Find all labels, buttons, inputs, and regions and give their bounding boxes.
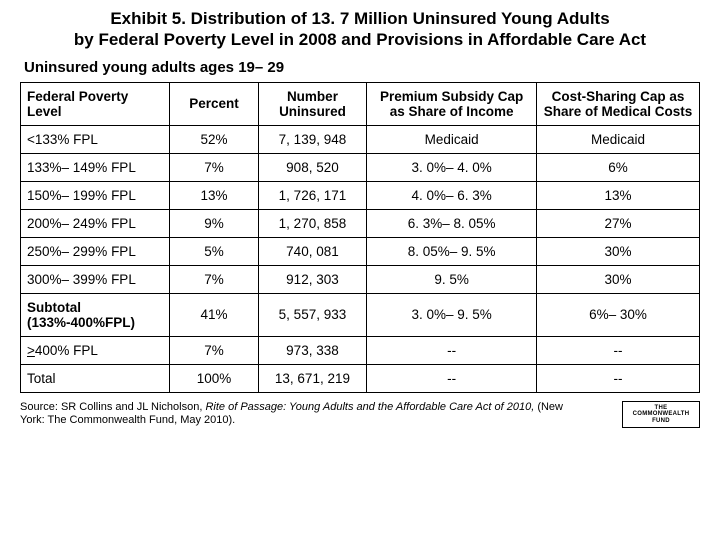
source-italic: Rite of Passage: Young Adults and the Af… (205, 401, 534, 413)
table-cell: 5, 557, 933 (258, 293, 367, 336)
table-cell: 300%– 399% FPL (21, 265, 170, 293)
table-cell: -- (537, 336, 700, 364)
table-cell: 52% (170, 125, 258, 153)
table-row: 300%– 399% FPL7%912, 3039. 5%30% (21, 265, 700, 293)
table-cell: 9% (170, 209, 258, 237)
table-row: 150%– 199% FPL13%1, 726, 1714. 0%– 6. 3%… (21, 181, 700, 209)
exhibit-title: Exhibit 5. Distribution of 13. 7 Million… (20, 8, 700, 51)
col-header-percent: Percent (170, 82, 258, 125)
table-cell: -- (537, 364, 700, 392)
table-cell: 740, 081 (258, 237, 367, 265)
fpl-table: Federal Poverty Level Percent Number Uni… (20, 82, 700, 393)
table-cell: 1, 270, 858 (258, 209, 367, 237)
table-cell: 250%– 299% FPL (21, 237, 170, 265)
table-cell: 30% (537, 237, 700, 265)
table-cell: 908, 520 (258, 153, 367, 181)
table-cell: -- (367, 364, 537, 392)
table-cell: 1, 726, 171 (258, 181, 367, 209)
table-cell: Total (21, 364, 170, 392)
table-cell: 7% (170, 336, 258, 364)
table-cell: 973, 338 (258, 336, 367, 364)
table-cell: 912, 303 (258, 265, 367, 293)
col-header-number: Number Uninsured (258, 82, 367, 125)
table-row: 200%– 249% FPL9%1, 270, 8586. 3%– 8. 05%… (21, 209, 700, 237)
table-row: Subtotal (133%-400%FPL)41%5, 557, 9333. … (21, 293, 700, 336)
table-cell: 13% (170, 181, 258, 209)
table-cell: >400% FPL (21, 336, 170, 364)
table-cell: 3. 0%– 4. 0% (367, 153, 537, 181)
table-cell: 7% (170, 153, 258, 181)
table-cell: 3. 0%– 9. 5% (367, 293, 537, 336)
table-cell: -- (367, 336, 537, 364)
table-cell: 7, 139, 948 (258, 125, 367, 153)
title-line-2: by Federal Poverty Level in 2008 and Pro… (74, 30, 646, 49)
col-header-costsharing: Cost-Sharing Cap as Share of Medical Cos… (537, 82, 700, 125)
table-cell: 6. 3%– 8. 05% (367, 209, 537, 237)
table-cell: 9. 5% (367, 265, 537, 293)
table-cell: 41% (170, 293, 258, 336)
table-cell: 6% (537, 153, 700, 181)
source-prefix: Source: SR Collins and JL Nicholson, (20, 401, 205, 413)
title-line-1: Exhibit 5. Distribution of 13. 7 Million… (110, 9, 609, 28)
table-cell: 7% (170, 265, 258, 293)
table-row: Total100%13, 671, 219---- (21, 364, 700, 392)
source-citation: Source: SR Collins and JL Nicholson, Rit… (20, 401, 580, 429)
table-header-row: Federal Poverty Level Percent Number Uni… (21, 82, 700, 125)
commonwealth-fund-logo: THE COMMONWEALTH FUND (622, 401, 700, 429)
table-cell: 30% (537, 265, 700, 293)
table-cell: 200%– 249% FPL (21, 209, 170, 237)
table-cell: Subtotal (133%-400%FPL) (21, 293, 170, 336)
table-cell: 133%– 149% FPL (21, 153, 170, 181)
table-cell: 100% (170, 364, 258, 392)
table-cell: Medicaid (367, 125, 537, 153)
table-cell: 13% (537, 181, 700, 209)
col-header-fpl: Federal Poverty Level (21, 82, 170, 125)
table-cell: 8. 05%– 9. 5% (367, 237, 537, 265)
table-cell: 13, 671, 219 (258, 364, 367, 392)
table-row: >400% FPL7%973, 338---- (21, 336, 700, 364)
table-row: 133%– 149% FPL7%908, 5203. 0%– 4. 0%6% (21, 153, 700, 181)
table-cell: 6%– 30% (537, 293, 700, 336)
table-row: 250%– 299% FPL5%740, 0818. 05%– 9. 5%30% (21, 237, 700, 265)
table-body: <133% FPL52%7, 139, 948MedicaidMedicaid1… (21, 125, 700, 392)
table-row: <133% FPL52%7, 139, 948MedicaidMedicaid (21, 125, 700, 153)
footer-row: Source: SR Collins and JL Nicholson, Rit… (20, 401, 700, 429)
col-header-premium: Premium Subsidy Cap as Share of Income (367, 82, 537, 125)
table-cell: 27% (537, 209, 700, 237)
table-cell: 150%– 199% FPL (21, 181, 170, 209)
table-cell: <133% FPL (21, 125, 170, 153)
table-cell: 5% (170, 237, 258, 265)
table-cell: Medicaid (537, 125, 700, 153)
subtitle: Uninsured young adults ages 19– 29 (24, 59, 700, 76)
table-cell: 4. 0%– 6. 3% (367, 181, 537, 209)
